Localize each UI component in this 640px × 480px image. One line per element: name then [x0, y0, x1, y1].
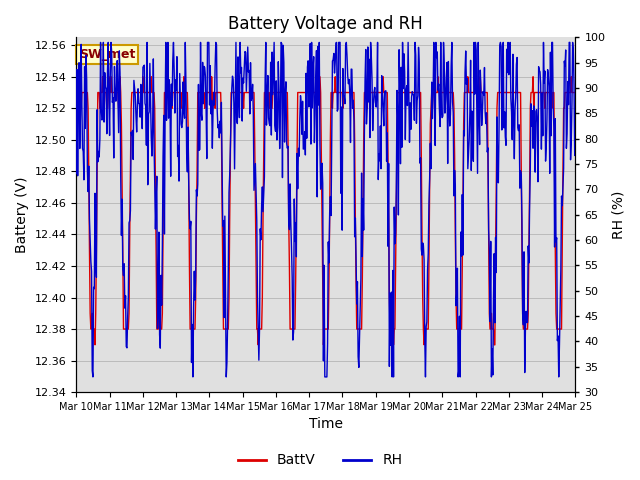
RH [89, 374, 97, 380]
X-axis label: Time: Time [309, 418, 343, 432]
BattV [134, 90, 141, 96]
BattV [572, 90, 579, 96]
BattV [211, 90, 218, 96]
RH [402, 87, 410, 93]
BattV [387, 326, 395, 332]
Title: Battery Voltage and RH: Battery Voltage and RH [228, 15, 423, 33]
Text: SW_met: SW_met [79, 48, 135, 61]
RH [388, 289, 396, 295]
RH [185, 182, 193, 188]
RH [72, 171, 80, 177]
BattV [91, 342, 99, 348]
Line: BattV: BattV [76, 77, 575, 345]
Y-axis label: RH (%): RH (%) [611, 191, 625, 239]
BattV [184, 121, 192, 127]
RH [572, 130, 579, 135]
Line: RH: RH [76, 42, 575, 377]
RH [134, 86, 142, 92]
RH [97, 39, 104, 45]
Y-axis label: Battery (V): Battery (V) [15, 177, 29, 253]
BattV [81, 90, 89, 96]
RH [81, 126, 89, 132]
RH [211, 64, 219, 70]
BattV [72, 74, 80, 80]
Legend: BattV, RH: BattV, RH [232, 448, 408, 473]
BattV [401, 90, 409, 96]
